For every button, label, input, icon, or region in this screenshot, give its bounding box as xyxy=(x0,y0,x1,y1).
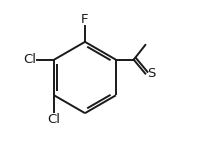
Text: Cl: Cl xyxy=(23,53,36,66)
Text: S: S xyxy=(147,67,155,80)
Text: F: F xyxy=(81,13,88,26)
Text: Cl: Cl xyxy=(47,113,60,126)
